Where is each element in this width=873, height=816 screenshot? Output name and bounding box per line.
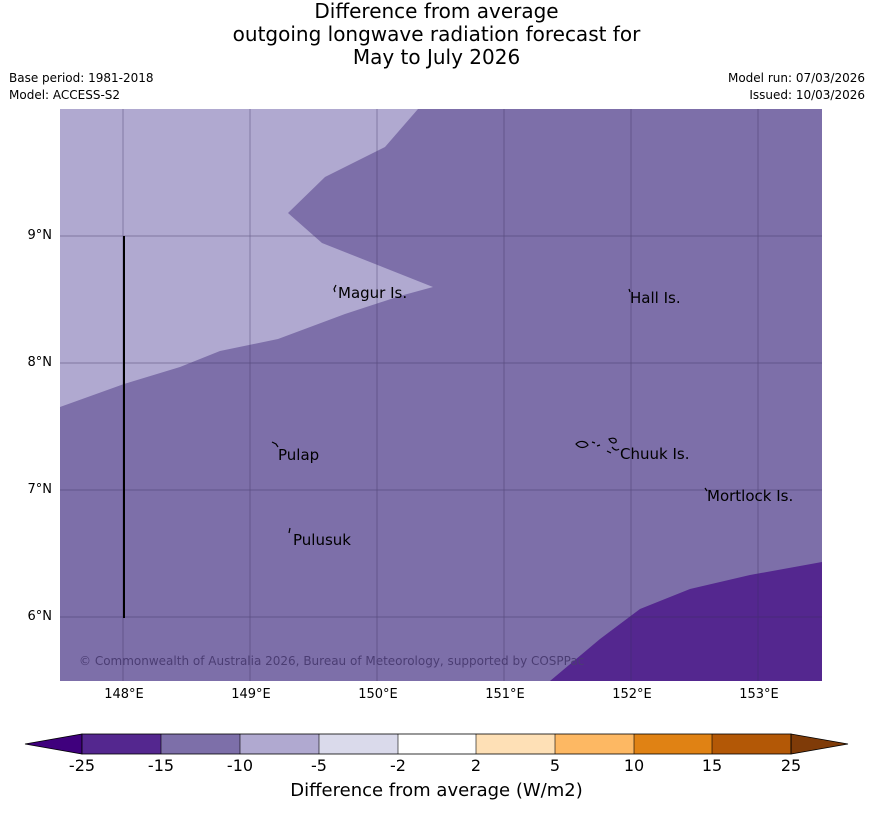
colorbar-tick: 25 bbox=[780, 756, 802, 775]
base-period: Base period: 1981-2018 bbox=[9, 71, 154, 85]
model-name: Model: ACCESS-S2 bbox=[9, 88, 121, 102]
colorbar bbox=[24, 733, 849, 755]
lon-label-149e: 149°E bbox=[231, 687, 271, 702]
title-line-3: May to July 2026 bbox=[352, 45, 521, 69]
anomaly-region-dark bbox=[550, 562, 822, 681]
colorbar-bin-3 bbox=[240, 734, 319, 754]
colorbar-dividers bbox=[160, 734, 713, 754]
colorbar-tick: -10 bbox=[226, 756, 254, 775]
lat-label-8n: 8°N bbox=[27, 355, 53, 370]
label-chuuk: Chuuk Is. bbox=[620, 445, 689, 463]
title-line-2: outgoing longwave radiation forecast for bbox=[232, 22, 641, 46]
anomaly-region-light bbox=[60, 109, 433, 407]
colorbar-bin-7 bbox=[555, 734, 634, 754]
chart-title: Difference from average outgoing longwav… bbox=[0, 0, 873, 69]
label-mortlock: Mortlock Is. bbox=[707, 487, 793, 505]
lat-label-6n: 6°N bbox=[27, 609, 53, 624]
colorbar-bin-9 bbox=[712, 734, 791, 754]
title-line-1: Difference from average bbox=[314, 0, 559, 23]
colorbar-tick: -5 bbox=[311, 756, 327, 775]
lon-label-150e: 150°E bbox=[358, 687, 398, 702]
model-run: Model run: 07/03/2026 bbox=[727, 71, 865, 85]
colorbar-bin-2 bbox=[161, 734, 240, 754]
lon-label-153e: 153°E bbox=[739, 687, 779, 702]
label-pulap: Pulap bbox=[278, 446, 319, 464]
lat-label-9n: 9°N bbox=[27, 228, 53, 243]
colorbar-tick: 2 bbox=[470, 756, 482, 775]
meta-right: Model run: 07/03/2026 Issued: 10/03/2026 bbox=[728, 70, 865, 104]
colorbar-bin-1 bbox=[82, 734, 161, 754]
meta-left: Base period: 1981-2018 Model: ACCESS-S2 bbox=[9, 70, 154, 104]
colorbar-tick: 10 bbox=[623, 756, 645, 775]
colorbar-tick: 15 bbox=[701, 756, 723, 775]
colorbar-bin-4 bbox=[319, 734, 398, 754]
issued-date: Issued: 10/03/2026 bbox=[749, 88, 865, 102]
colorbar-frame bbox=[81, 733, 792, 755]
label-magur: Magur Is. bbox=[338, 284, 407, 302]
colorbar-tick: 5 bbox=[549, 756, 561, 775]
island-outlines bbox=[271, 284, 708, 534]
colorbar-tick: -15 bbox=[147, 756, 175, 775]
colorbar-extend-low bbox=[24, 733, 83, 755]
colorbar-bin-5 bbox=[398, 734, 476, 754]
lon-label-151e: 151°E bbox=[485, 687, 525, 702]
colorbar-tick: -2 bbox=[390, 756, 406, 775]
colorbar-extend-high bbox=[790, 733, 849, 755]
lon-label-148e: 148°E bbox=[104, 687, 144, 702]
colorbar-bin-6 bbox=[476, 734, 555, 754]
map-svg: Magur Is. Hall Is. Pulap Chuuk Is. Mortl… bbox=[60, 109, 822, 681]
label-hall: Hall Is. bbox=[630, 289, 681, 307]
map-panel: Magur Is. Hall Is. Pulap Chuuk Is. Mortl… bbox=[60, 109, 822, 681]
label-pulusuk: Pulusuk bbox=[293, 531, 351, 549]
colorbar-tick: -25 bbox=[68, 756, 96, 775]
colorbar-label: Difference from average (W/m2) bbox=[290, 780, 583, 801]
copyright-notice: © Commonwealth of Australia 2026, Bureau… bbox=[79, 654, 584, 668]
lon-label-152e: 152°E bbox=[612, 687, 652, 702]
colorbar-bin-8 bbox=[634, 734, 712, 754]
lat-label-7n: 7°N bbox=[27, 482, 53, 497]
